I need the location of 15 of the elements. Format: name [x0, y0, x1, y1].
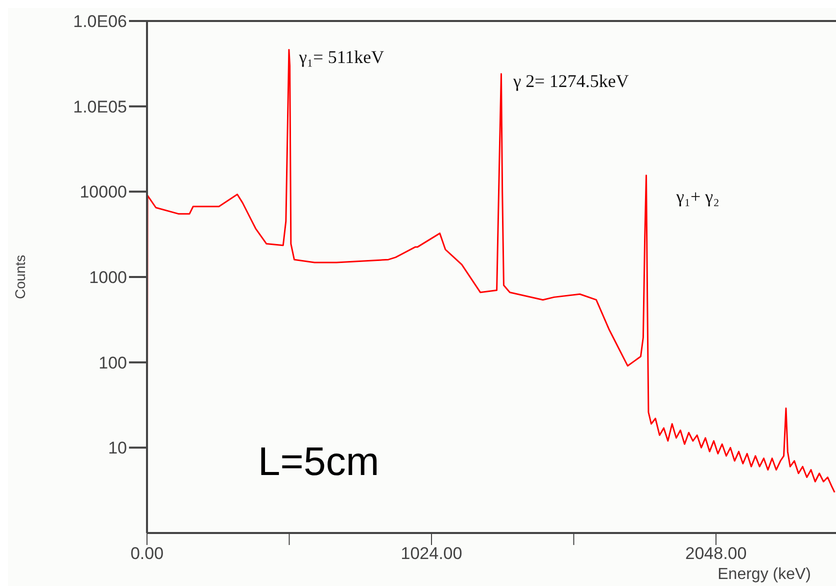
y-tick-label: 1.0E06 — [73, 12, 127, 32]
x-tick-label: 0.00 — [130, 544, 164, 564]
y-axis-title: Counts — [12, 254, 28, 300]
annotation: L=5cm — [258, 440, 380, 484]
y-tick-label: 10 — [108, 438, 127, 458]
annotation: γ 2= 1274.5keV — [512, 70, 629, 91]
y-tick-label: 1.0E05 — [73, 97, 127, 116]
y-tick-label: 10000 — [80, 182, 127, 202]
x-tick-label: 1024.00 — [400, 544, 462, 564]
y-tick-label: 1000 — [89, 268, 127, 288]
annotation: γ₁= 511keV — [298, 46, 384, 67]
annotation: γ₁+ γ₂ — [675, 186, 720, 207]
y-tick-label: 100 — [98, 353, 127, 372]
x-axis-title: Energy (keV) — [718, 566, 811, 583]
x-tick-label: 2048.00 — [685, 544, 747, 564]
